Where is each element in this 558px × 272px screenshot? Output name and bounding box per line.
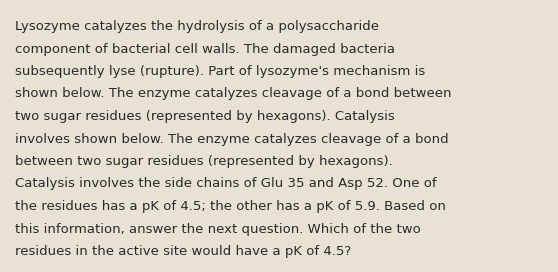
Text: between two sugar residues (represented by hexagons).: between two sugar residues (represented … — [15, 155, 393, 168]
Text: residues in the active site would have a pK of 4.5?: residues in the active site would have a… — [15, 245, 351, 258]
Text: two sugar residues (represented by hexagons). Catalysis: two sugar residues (represented by hexag… — [15, 110, 395, 123]
Text: Lysozyme catalyzes the hydrolysis of a polysaccharide: Lysozyme catalyzes the hydrolysis of a p… — [15, 20, 379, 33]
Text: subsequently lyse (rupture). Part of lysozyme's mechanism is: subsequently lyse (rupture). Part of lys… — [15, 65, 425, 78]
Text: component of bacterial cell walls. The damaged bacteria: component of bacterial cell walls. The d… — [15, 42, 395, 55]
Text: shown below. The enzyme catalyzes cleavage of a bond between: shown below. The enzyme catalyzes cleava… — [15, 88, 451, 100]
Text: the residues has a pK of 4.5; the other has a pK of 5.9. Based on: the residues has a pK of 4.5; the other … — [15, 200, 446, 213]
Text: this information, answer the next question. Which of the two: this information, answer the next questi… — [15, 222, 421, 236]
Text: involves shown below. The enzyme catalyzes cleavage of a bond: involves shown below. The enzyme catalyz… — [15, 132, 449, 146]
Text: Catalysis involves the side chains of Glu 35 and Asp 52. One of: Catalysis involves the side chains of Gl… — [15, 178, 436, 190]
